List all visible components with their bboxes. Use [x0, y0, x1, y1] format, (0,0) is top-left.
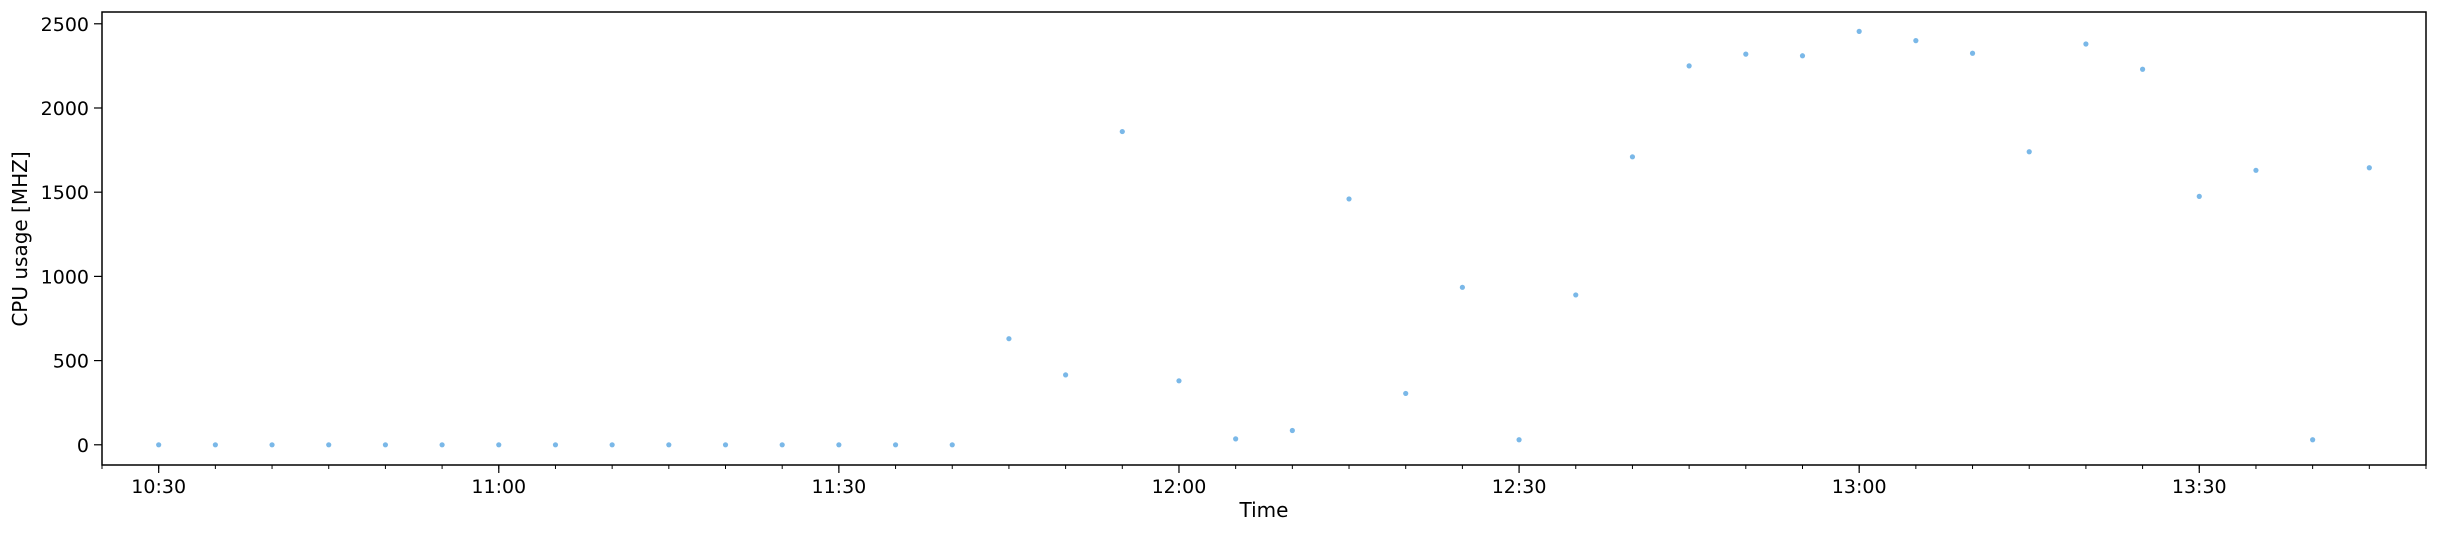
data-point: [1403, 390, 1409, 397]
x-tick-label: 12:30: [1492, 476, 1547, 498]
x-tick-label: 13:30: [2172, 476, 2227, 498]
data-point: [212, 442, 218, 448]
y-tick-label: 1000: [41, 266, 89, 288]
data-point: [1856, 28, 1862, 34]
data-point: [269, 442, 275, 448]
data-points: [156, 28, 2372, 448]
data-point: [2196, 193, 2202, 199]
data-point: [2026, 149, 2032, 155]
y-axis-label: CPU usage [MHZ]: [8, 151, 32, 326]
data-point: [496, 442, 502, 448]
plot-frame: [101, 11, 2427, 466]
data-point: [1573, 292, 1579, 298]
x-tick-label: 13:00: [1832, 476, 1887, 498]
x-tick-label: 11:00: [471, 476, 526, 498]
data-point: [2253, 167, 2259, 173]
x-axis-label: Time: [1239, 498, 1289, 522]
data-point: [326, 442, 332, 448]
data-point: [949, 442, 955, 448]
data-point: [2139, 66, 2146, 72]
data-point: [156, 442, 162, 448]
data-point: [1516, 437, 1522, 443]
data-point: [1459, 284, 1465, 290]
y-tick-label: 2000: [41, 98, 89, 120]
y-tick-label: 500: [53, 351, 89, 373]
data-point: [1176, 378, 1182, 384]
y-tick-label: 1500: [41, 182, 89, 204]
y-axis-ticks: 0 500 1000 1500 2000 2500: [41, 14, 102, 457]
data-point: [836, 442, 842, 448]
data-point: [1743, 51, 1749, 57]
y-tick-label: 2500: [41, 14, 89, 36]
data-point: [1346, 196, 1352, 202]
data-point: [1063, 372, 1069, 378]
data-point: [2083, 41, 2089, 47]
y-tick-label: 0: [77, 435, 89, 457]
data-point: [1969, 50, 1976, 56]
data-point: [1799, 53, 1806, 59]
x-axis-ticks: 10:30 11:00 11:30 12:00 12:30 13:00 13:30: [101, 465, 2427, 498]
data-point: [722, 442, 729, 448]
x-tick-label: 10:30: [131, 476, 186, 498]
data-point: [439, 442, 445, 448]
data-point: [1006, 336, 1012, 342]
data-point: [1913, 38, 1919, 44]
data-point: [779, 442, 785, 448]
data-point: [666, 442, 672, 448]
data-point: [552, 442, 559, 448]
data-point: [382, 442, 389, 448]
data-point: [1289, 427, 1295, 434]
data-point: [609, 442, 615, 448]
data-point: [1119, 128, 1125, 135]
data-point: [1233, 436, 1239, 442]
x-tick-label: 12:00: [1152, 476, 1207, 498]
data-point: [1686, 63, 1692, 69]
x-tick-label: 11:30: [811, 476, 866, 498]
data-point: [2366, 165, 2372, 171]
data-point: [892, 442, 899, 448]
data-point: [2310, 437, 2316, 443]
data-point: [1629, 154, 1636, 160]
